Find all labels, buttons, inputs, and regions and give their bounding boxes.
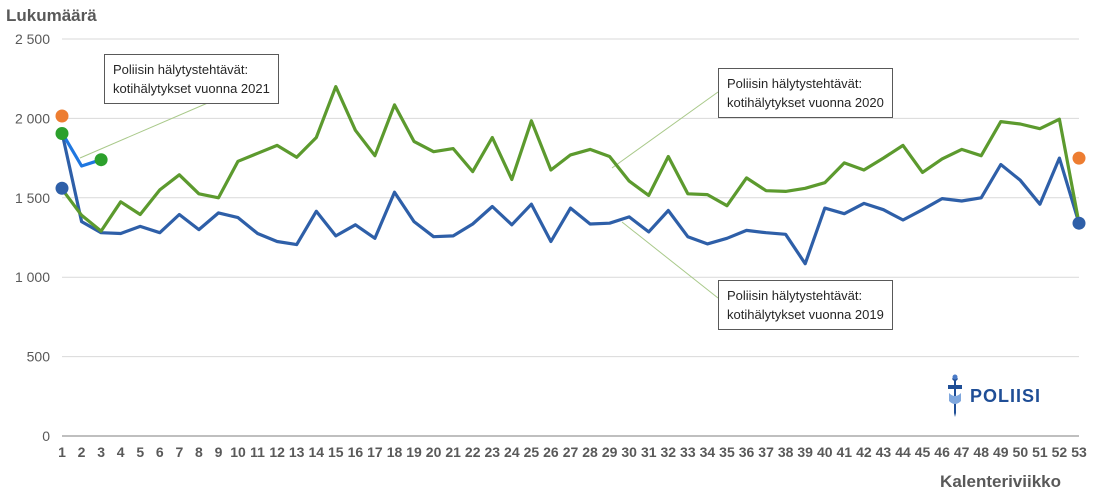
x-tick-label: 33: [680, 444, 696, 460]
x-tick-label: 13: [289, 444, 305, 460]
x-tick-label: 47: [954, 444, 970, 460]
y-tick-label: 1 000: [15, 269, 50, 285]
x-tick-label: 38: [778, 444, 794, 460]
x-tick-label: 14: [308, 444, 324, 460]
x-tick-label: 19: [406, 444, 422, 460]
x-tick-label: 18: [387, 444, 403, 460]
data-point-marker: [55, 109, 69, 123]
x-tick-label: 23: [484, 444, 500, 460]
x-tick-label: 49: [993, 444, 1009, 460]
data-point-marker: [94, 153, 108, 167]
x-tick-label: 52: [1052, 444, 1068, 460]
x-tick-label: 12: [269, 444, 285, 460]
y-tick-label: 0: [42, 428, 50, 444]
annotation-leader-2020: [611, 91, 719, 169]
annotation-2019: Poliisin hälytystehtävät: kotihälytykset…: [718, 280, 893, 330]
x-tick-label: 26: [543, 444, 559, 460]
series-line-2020: [60, 84, 1081, 233]
x-tick-label: 41: [837, 444, 853, 460]
x-tick-label: 11: [250, 444, 265, 460]
data-point-marker: [55, 126, 69, 140]
x-tick-label: 42: [856, 444, 872, 460]
x-tick-label: 30: [621, 444, 637, 460]
x-tick-label: 1: [58, 444, 66, 460]
annotation-2020-line1: Poliisin hälytystehtävät:: [727, 76, 863, 91]
x-tick-label: 16: [348, 444, 364, 460]
data-point-marker: [55, 181, 69, 195]
y-tick-label: 2 000: [15, 110, 50, 126]
x-tick-label: 37: [758, 444, 774, 460]
poliisi-logo: POLIISI: [944, 372, 1041, 420]
x-tick-label: 9: [215, 444, 223, 460]
y-axis-title: Lukumäärä: [6, 6, 97, 25]
x-tick-label: 15: [328, 444, 344, 460]
x-tick-label: 48: [973, 444, 989, 460]
x-axis-title: Kalenteriviikko: [940, 472, 1061, 491]
x-tick-label: 39: [797, 444, 813, 460]
x-tick-label: 32: [660, 444, 676, 460]
x-tick-label: 8: [195, 444, 203, 460]
x-tick-label: 21: [445, 444, 461, 460]
annotation-2021-line1: Poliisin hälytystehtävät:: [113, 62, 249, 77]
x-tick-label: 20: [426, 444, 442, 460]
x-tick-label: 29: [602, 444, 618, 460]
x-tick-label: 5: [136, 444, 144, 460]
y-tick-label: 1 500: [15, 190, 50, 206]
x-tick-label: 4: [117, 444, 125, 460]
x-tick-label: 36: [739, 444, 755, 460]
y-tick-label: 500: [27, 349, 51, 365]
x-tick-label: 50: [1013, 444, 1029, 460]
annotation-2020: Poliisin hälytystehtävät: kotihälytykset…: [718, 68, 893, 118]
data-point-marker: [1072, 216, 1086, 230]
series-line-2019: [60, 132, 1081, 266]
y-tick-label: 2 500: [15, 31, 50, 47]
x-tick-label: 3: [97, 444, 105, 460]
annotation-2021-line2: kotihälytykset vuonna 2021: [113, 81, 270, 96]
data-point-marker: [1072, 151, 1086, 165]
police-badge-icon: [948, 374, 962, 417]
x-tick-label: 34: [700, 444, 716, 460]
x-tick-label: 31: [641, 444, 657, 460]
x-tick-label: 17: [367, 444, 383, 460]
x-tick-label: 53: [1071, 444, 1087, 460]
series-line-2021: [60, 131, 102, 168]
x-tick-label: 51: [1032, 444, 1048, 460]
annotation-2020-line2: kotihälytykset vuonna 2020: [727, 95, 884, 110]
x-tick-label: 40: [817, 444, 833, 460]
x-tick-label: 7: [175, 444, 183, 460]
x-tick-label: 25: [524, 444, 540, 460]
x-tick-label: 22: [465, 444, 481, 460]
annotation-leader-2019: [621, 221, 719, 299]
x-tick-label: 43: [876, 444, 892, 460]
x-tick-label: 24: [504, 444, 520, 460]
x-tick-label: 44: [895, 444, 911, 460]
x-tick-label: 28: [582, 444, 598, 460]
annotation-2021: Poliisin hälytystehtävät: kotihälytykset…: [104, 54, 279, 104]
x-tick-label: 10: [230, 444, 246, 460]
x-tick-label: 46: [934, 444, 950, 460]
x-tick-label: 35: [719, 444, 735, 460]
logo-text: POLIISI: [970, 385, 1042, 406]
x-tick-label: 27: [563, 444, 579, 460]
annotation-leader-2021: [79, 101, 211, 159]
annotation-2019-line1: Poliisin hälytystehtävät:: [727, 288, 863, 303]
x-tick-label: 45: [915, 444, 931, 460]
x-tick-label: 2: [78, 444, 86, 460]
annotation-2019-line2: kotihälytykset vuonna 2019: [727, 307, 884, 322]
x-tick-label: 6: [156, 444, 164, 460]
